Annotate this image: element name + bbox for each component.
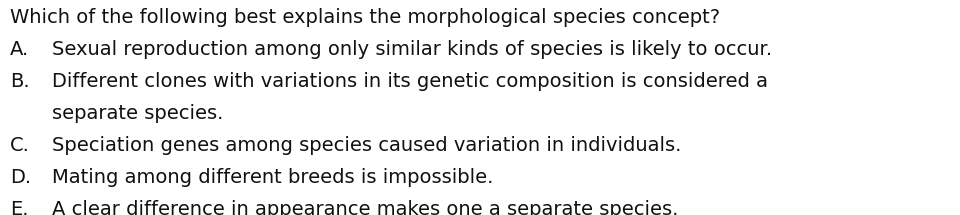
Text: D.: D. bbox=[10, 168, 31, 187]
Text: Sexual reproduction among only similar kinds of species is likely to occur.: Sexual reproduction among only similar k… bbox=[52, 40, 772, 59]
Text: A.: A. bbox=[10, 40, 29, 59]
Text: B.: B. bbox=[10, 72, 30, 91]
Text: A clear difference in appearance makes one a separate species.: A clear difference in appearance makes o… bbox=[52, 200, 679, 215]
Text: Different clones with variations in its genetic composition is considered a: Different clones with variations in its … bbox=[52, 72, 768, 91]
Text: C.: C. bbox=[10, 136, 30, 155]
Text: Which of the following best explains the morphological species concept?: Which of the following best explains the… bbox=[10, 8, 720, 27]
Text: E.: E. bbox=[10, 200, 29, 215]
Text: Mating among different breeds is impossible.: Mating among different breeds is impossi… bbox=[52, 168, 493, 187]
Text: Speciation genes among species caused variation in individuals.: Speciation genes among species caused va… bbox=[52, 136, 682, 155]
Text: separate species.: separate species. bbox=[52, 104, 224, 123]
